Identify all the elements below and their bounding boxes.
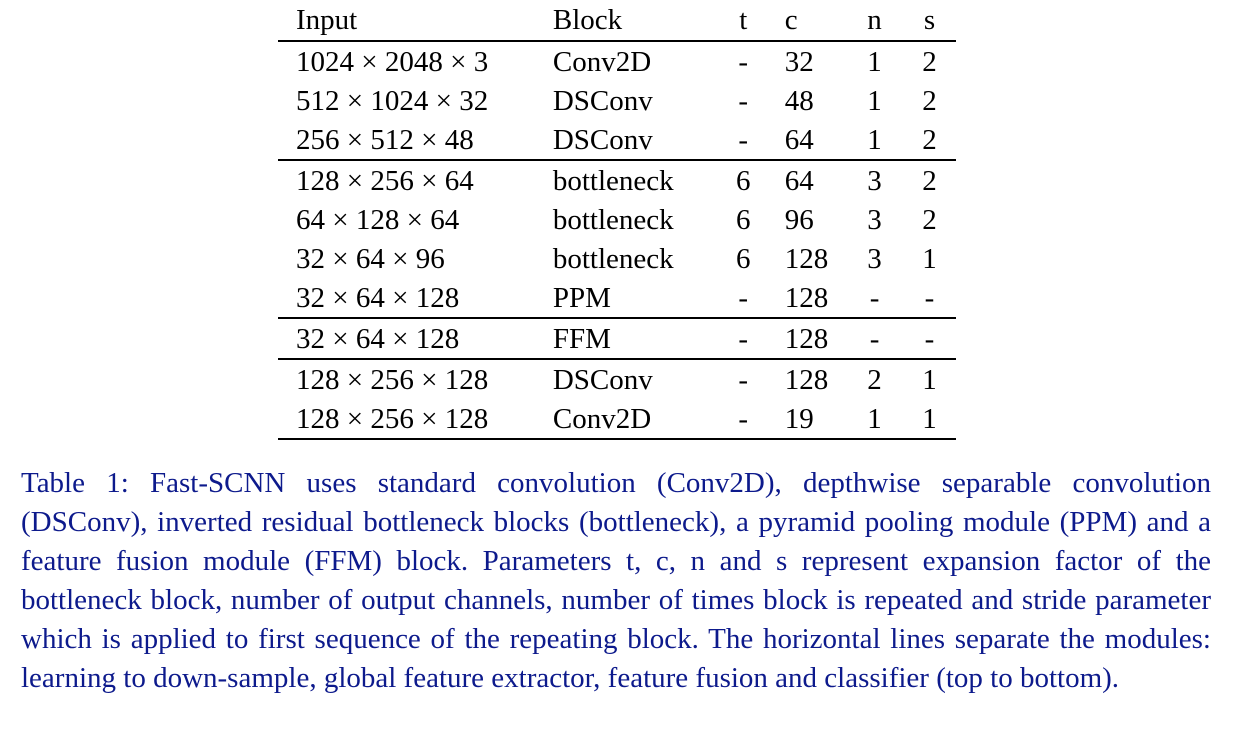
cell-block: PPM: [552, 281, 611, 314]
table-caption: Table 1: Fast-SCNN uses standard convolu…: [21, 464, 1211, 698]
cell-block: bottleneck: [552, 159, 714, 200]
cell-input: 32 × 64 × 128: [296, 281, 460, 314]
header-block: Block: [552, 0, 714, 42]
cell-t: 6: [713, 159, 773, 200]
table-row: 128 × 256 × 64 bottleneck 6 64 3 2: [278, 159, 956, 200]
table-row: 128 × 256 × 128 Conv2D - 19 1 1: [278, 399, 956, 440]
cell-n: -: [846, 317, 904, 359]
cell-s: 2: [922, 203, 937, 236]
cell-s: 2: [922, 45, 937, 78]
cell-s: 1: [903, 399, 956, 440]
table-row: 32 × 64 × 128 FFM - 128 - -: [278, 317, 956, 359]
table-row: 256 × 512 × 48 DSConv - 64 1 2: [278, 120, 956, 160]
cell-c: 19: [772, 399, 847, 440]
cell-c: 128: [784, 242, 829, 275]
cell-s: 2: [922, 84, 937, 117]
cell-block: DSConv: [552, 123, 653, 156]
header-n: n: [846, 0, 904, 42]
cell-block: bottleneck: [552, 242, 674, 275]
cell-input: 256 × 512 × 48: [296, 123, 474, 156]
cell-input: 32 × 64 × 128: [278, 317, 553, 359]
architecture-table-container: Input Block t c n s 1024 × 2048 × 3 Conv…: [278, 0, 956, 440]
cell-block: DSConv: [552, 84, 653, 117]
cell-block: FFM: [552, 317, 714, 359]
cell-block: Conv2D: [552, 45, 652, 78]
cell-s: 2: [903, 159, 956, 200]
cell-n: 1: [867, 123, 882, 156]
cell-n: 3: [867, 203, 882, 236]
cell-c: 96: [784, 203, 814, 236]
cell-n: 1: [846, 399, 904, 440]
cell-input: 128 × 256 × 64: [278, 159, 553, 200]
cell-input: 128 × 256 × 128: [278, 358, 553, 399]
header-s: s: [903, 0, 956, 42]
cell-c: 128: [772, 317, 847, 359]
cell-block: DSConv: [552, 358, 714, 399]
cell-t: -: [738, 281, 749, 314]
table-row: 64 × 128 × 64 bottleneck 6 96 3 2: [278, 200, 956, 239]
table-row: 32 × 64 × 96 bottleneck 6 128 3 1: [278, 239, 956, 278]
cell-s: -: [903, 317, 956, 359]
cell-n: 1: [867, 45, 882, 78]
header-c: c: [772, 0, 847, 42]
caption-text: Fast-SCNN uses standard convolution (Con…: [21, 467, 1212, 694]
cell-c: 64: [784, 123, 814, 156]
cell-n: 2: [846, 358, 904, 399]
table-body: 1024 × 2048 × 3 Conv2D - 32 1 2 512 × 10…: [278, 41, 956, 440]
cell-t: 6: [735, 203, 751, 236]
cell-c: 48: [784, 84, 814, 117]
cell-s: 1: [903, 358, 956, 399]
cell-t: -: [738, 84, 749, 117]
cell-input: 32 × 64 × 96: [296, 242, 445, 275]
cell-n: 3: [867, 242, 882, 275]
cell-n: 3: [846, 159, 904, 200]
cell-input: 1024 × 2048 × 3: [296, 45, 489, 78]
cell-c: 128: [772, 358, 847, 399]
cell-t: -: [738, 45, 749, 78]
caption-label: Table 1:: [21, 467, 129, 499]
cell-n: 1: [867, 84, 882, 117]
table-row: 32 × 64 × 128 PPM - 128 - -: [278, 278, 956, 318]
cell-s: -: [924, 281, 935, 314]
cell-c: 128: [784, 281, 829, 314]
cell-t: 6: [735, 242, 751, 275]
cell-s: 1: [922, 242, 937, 275]
table-row: 128 × 256 × 128 DSConv - 128 2 1: [278, 358, 956, 399]
cell-t: -: [713, 358, 773, 399]
cell-t: -: [713, 317, 773, 359]
cell-block: bottleneck: [552, 203, 674, 236]
header-input: Input: [278, 0, 553, 42]
cell-input: 128 × 256 × 128: [278, 399, 553, 440]
cell-c: 64: [772, 159, 847, 200]
cell-t: -: [738, 123, 749, 156]
cell-c: 32: [784, 45, 814, 78]
table-row: 1024 × 2048 × 3 Conv2D - 32 1 2: [278, 41, 956, 81]
header-row: Input Block t c n s: [278, 0, 956, 42]
cell-t: -: [713, 399, 773, 440]
cell-block: Conv2D: [552, 399, 714, 440]
table-header: Input Block t c n s: [278, 0, 956, 42]
header-t: t: [713, 0, 773, 42]
table-row: 512 × 1024 × 32 DSConv - 48 1 2: [278, 81, 956, 120]
cell-input: 64 × 128 × 64: [296, 203, 460, 236]
architecture-table: Input Block t c n s 1024 × 2048 × 3 Conv…: [278, 0, 956, 440]
cell-s: 2: [922, 123, 937, 156]
cell-n: -: [869, 281, 880, 314]
cell-input: 512 × 1024 × 32: [296, 84, 489, 117]
